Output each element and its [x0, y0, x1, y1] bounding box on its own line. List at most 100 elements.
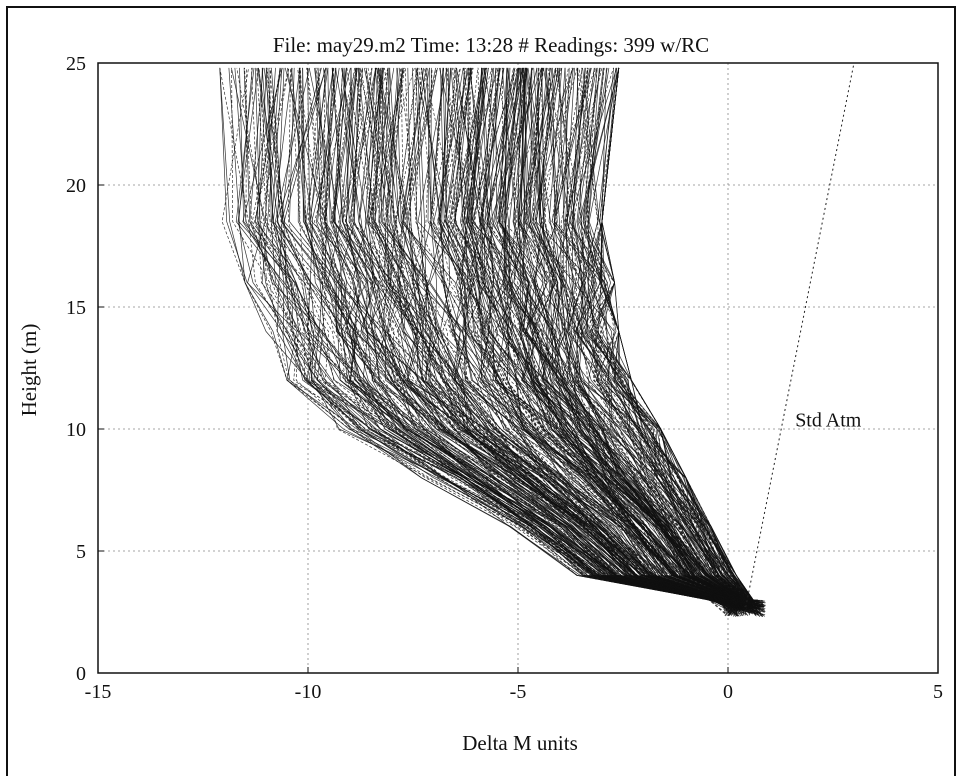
x-tick-label: 5 — [933, 681, 943, 703]
profile-line — [406, 67, 760, 603]
profile-line — [421, 67, 749, 601]
profile-line — [397, 67, 755, 605]
y-tick-label: 10 — [66, 419, 86, 441]
y-tick-label: 0 — [76, 663, 86, 685]
profile-line — [526, 67, 755, 601]
profile-line — [254, 67, 733, 616]
profile-line — [416, 67, 736, 614]
profile-line — [565, 67, 750, 602]
profile-line — [518, 67, 759, 615]
profile-line — [468, 67, 749, 603]
profile-line — [330, 67, 732, 614]
profile-line — [297, 67, 736, 611]
profile-line — [540, 67, 756, 616]
profile-line — [534, 67, 748, 603]
profile-line — [437, 67, 738, 608]
profile-line — [317, 67, 732, 601]
profile-line — [429, 67, 747, 609]
profile-line — [469, 67, 763, 601]
profile-line — [445, 67, 739, 613]
profile-line — [465, 67, 739, 608]
profile-line — [300, 67, 734, 606]
profile-line — [444, 67, 738, 607]
profile-line — [314, 67, 725, 604]
profile-line — [479, 67, 739, 614]
profile-line — [314, 67, 738, 604]
profile-line — [242, 67, 737, 612]
chart-frame — [6, 6, 956, 776]
profile-line — [543, 67, 765, 607]
y-axis-ticks: 0 5 10 15 20 25 — [66, 53, 104, 685]
profile-line — [331, 67, 732, 603]
x-tick-label: -15 — [85, 681, 112, 703]
y-tick-label: 25 — [66, 53, 86, 75]
profile-line — [483, 67, 739, 612]
y-axis-label: Height (m) — [17, 324, 41, 417]
profile-line — [371, 67, 728, 607]
y-tick-label: 20 — [66, 175, 86, 197]
profile-line — [415, 67, 751, 603]
profile-line — [591, 67, 760, 603]
x-tick-label: 0 — [723, 681, 733, 703]
profile-line — [358, 67, 752, 603]
profile-line — [496, 67, 764, 603]
profile-line — [332, 67, 737, 610]
profile-line — [582, 67, 759, 612]
profile-line — [350, 67, 766, 612]
profile-line — [583, 67, 760, 609]
profile-line — [261, 67, 738, 611]
profile-line — [424, 67, 736, 601]
std-atm-label: Std Atm — [795, 410, 862, 432]
profile-line — [467, 67, 762, 607]
profile-line — [219, 67, 766, 604]
profile-line — [578, 67, 754, 609]
profile-line — [600, 67, 752, 604]
profile-line — [456, 67, 747, 616]
std-atm-line — [744, 62, 855, 613]
profile-line — [368, 67, 740, 606]
profile-series — [219, 67, 766, 618]
profile-line — [540, 67, 754, 610]
profile-line — [569, 67, 763, 608]
profile-line — [501, 67, 758, 613]
profile-line — [547, 67, 749, 605]
profile-line — [504, 67, 746, 616]
y-tick-label: 5 — [76, 541, 86, 563]
profile-line — [582, 67, 749, 606]
x-tick-label: -5 — [510, 681, 527, 703]
profile-line — [388, 67, 751, 604]
profile-line — [452, 67, 746, 613]
profile-line — [474, 67, 747, 616]
profile-line — [502, 67, 744, 610]
x-tick-label: -10 — [295, 681, 322, 703]
profile-line — [345, 67, 756, 609]
profile-line — [351, 67, 741, 604]
profile-line — [290, 67, 741, 605]
profile-line — [503, 67, 751, 601]
profile-line — [496, 67, 744, 613]
profile-line — [554, 67, 748, 608]
profile-line — [513, 67, 755, 609]
profile-line — [564, 67, 750, 603]
profile-line — [219, 67, 730, 606]
profile-line — [345, 67, 743, 601]
profile-line — [543, 67, 747, 604]
profile-line — [449, 67, 749, 617]
profile-line — [523, 67, 763, 608]
chart-title: File: may29.m2 Time: 13:28 # Readings: 3… — [273, 33, 709, 57]
profile-line — [591, 67, 750, 614]
x-axis-label: Delta M units — [462, 731, 578, 755]
profile-line — [447, 67, 764, 605]
x-axis-ticks: -15 -10 -5 0 5 — [85, 667, 943, 703]
y-tick-label: 15 — [66, 297, 86, 319]
profile-line — [445, 67, 734, 615]
profile-line — [266, 67, 743, 605]
profile-line — [428, 67, 735, 610]
profile-line — [442, 67, 752, 613]
std-atm-series — [744, 62, 855, 613]
profile-line — [367, 67, 756, 604]
profile-line — [261, 67, 756, 608]
profile-line — [541, 67, 761, 618]
profile-line — [482, 67, 742, 602]
